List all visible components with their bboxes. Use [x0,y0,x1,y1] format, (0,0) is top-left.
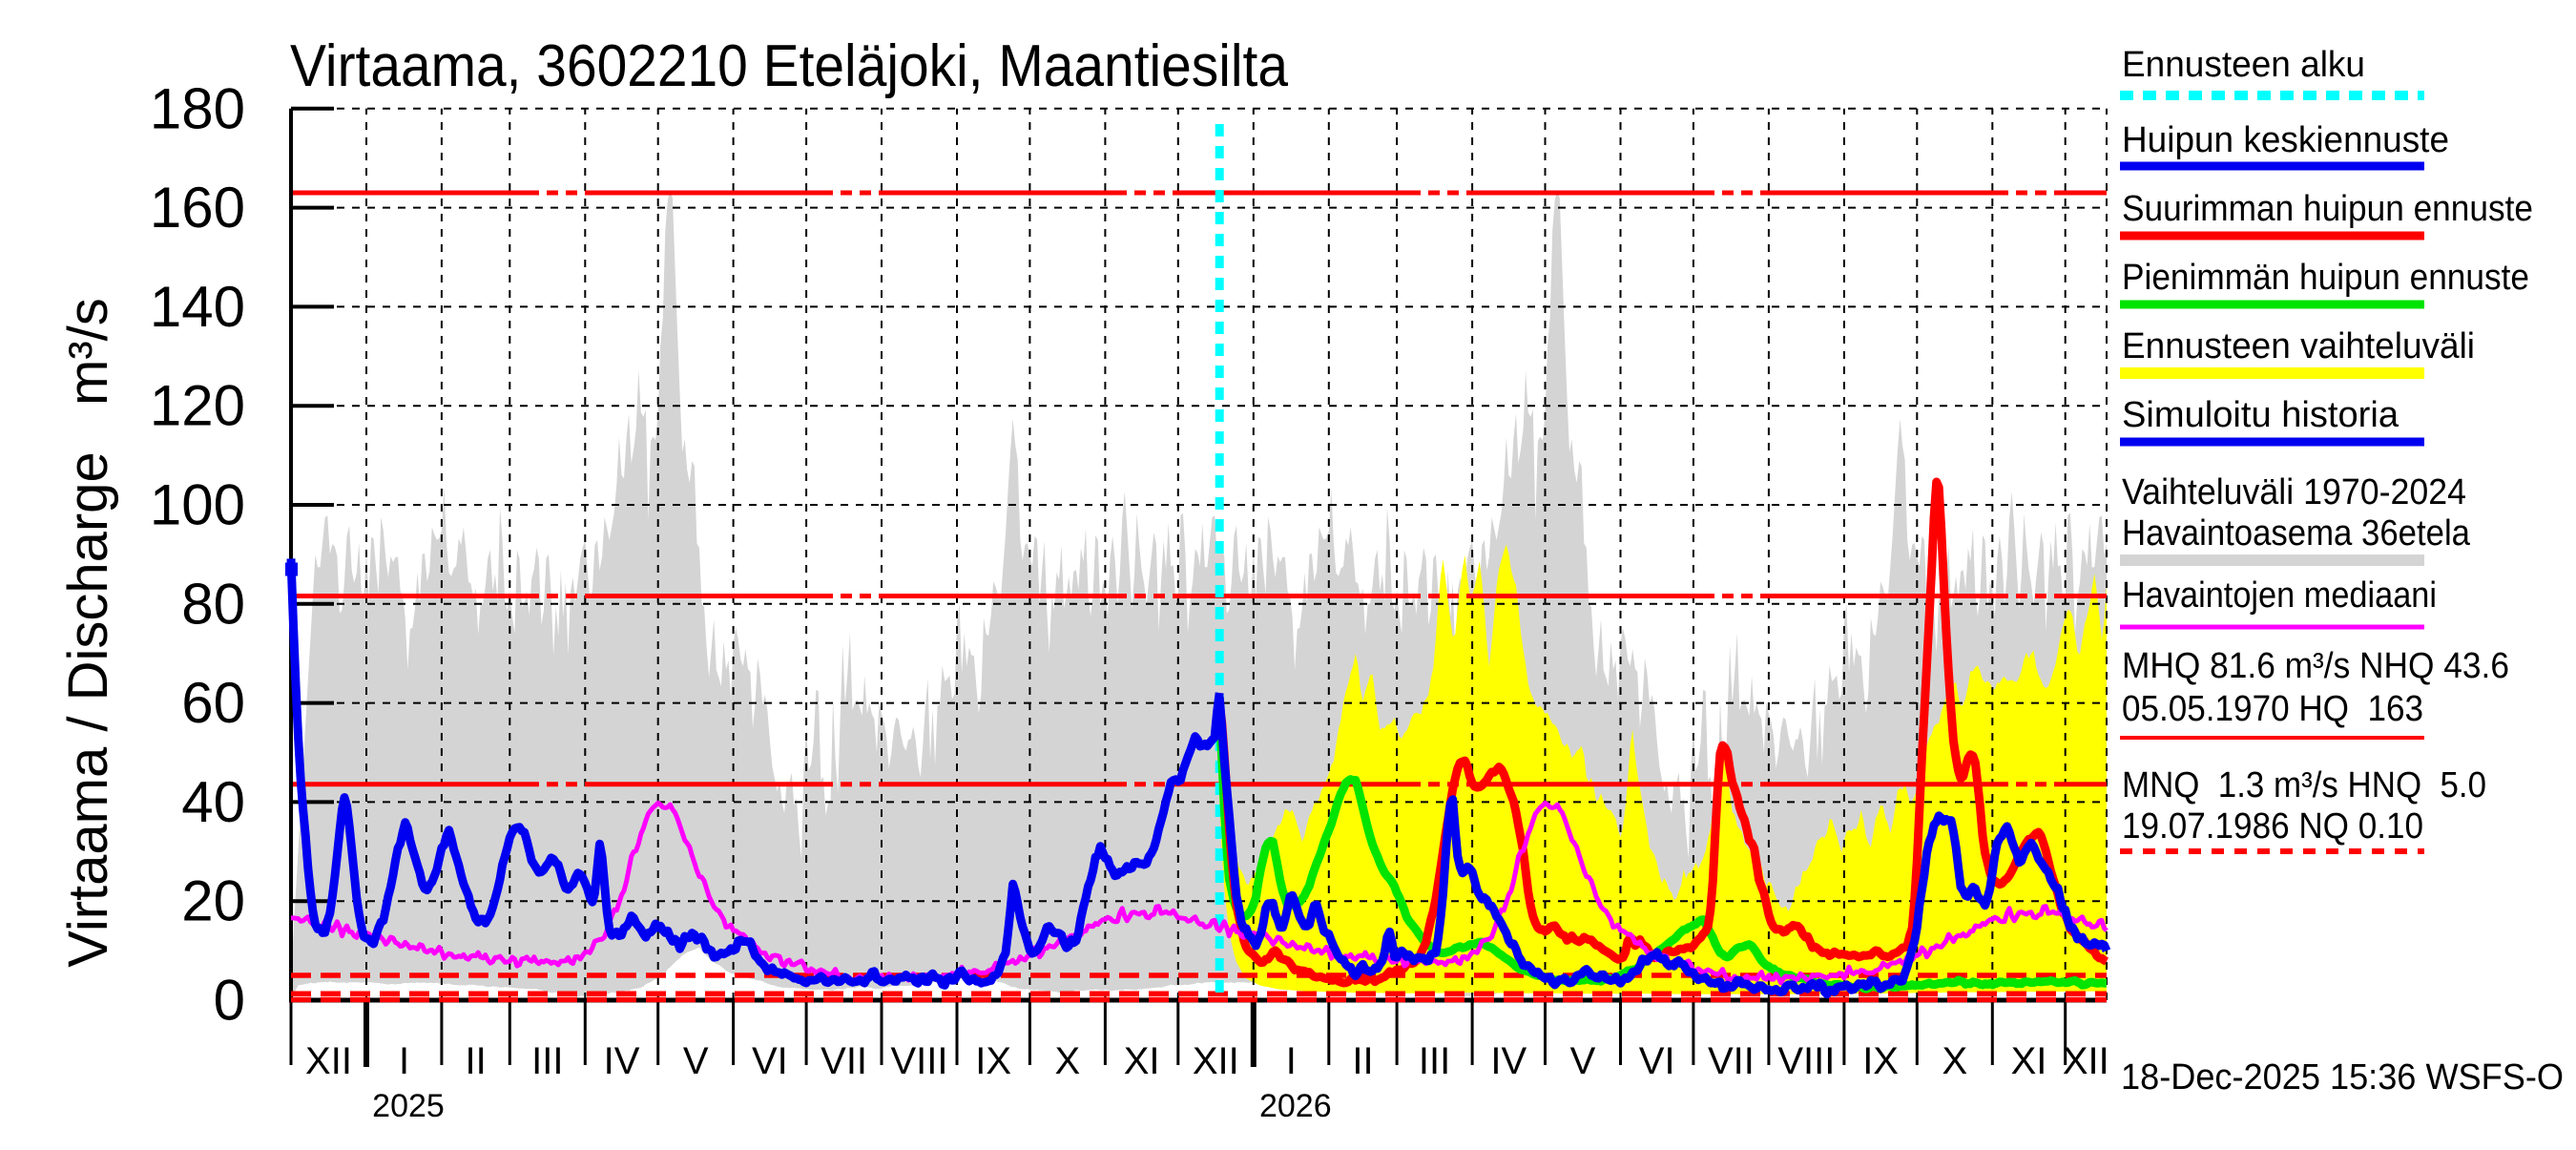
svg-text:MNQ 1.3 m³/s HNQ 5.0: MNQ 1.3 m³/s HNQ 5.0 [2122,765,2486,805]
svg-text:05.05.1970 HQ 163: 05.05.1970 HQ 163 [2122,689,2423,729]
svg-text:VIII: VIII [890,1040,947,1082]
svg-text:18-Dec-2025 15:36 WSFS-O: 18-Dec-2025 15:36 WSFS-O [2121,1057,2564,1098]
svg-text:IV: IV [1490,1040,1527,1082]
svg-text:IX: IX [975,1040,1011,1082]
svg-text:140: 140 [150,275,245,339]
svg-text:Virtaama / Discharge m³/s: Virtaama / Discharge m³/s [57,298,119,968]
svg-text:2026: 2026 [1259,1088,1332,1124]
svg-text:Suurimman huipun ennuste: Suurimman huipun ennuste [2122,189,2533,229]
svg-text:VIII: VIII [1777,1040,1835,1082]
svg-text:VII: VII [821,1040,867,1082]
svg-text:Pienimmän huipun ennuste: Pienimmän huipun ennuste [2122,258,2529,298]
svg-text:19.07.1986 NQ 0.10: 19.07.1986 NQ 0.10 [2122,806,2423,847]
svg-text:V: V [683,1040,709,1082]
svg-text:III: III [1419,1040,1450,1082]
svg-text:100: 100 [150,473,245,537]
svg-text:80: 80 [181,572,245,636]
svg-text:XI: XI [2011,1040,2047,1082]
svg-text:II: II [1352,1040,1373,1082]
svg-text:0: 0 [214,969,245,1033]
svg-text:120: 120 [150,374,245,438]
svg-text:2025: 2025 [372,1088,445,1124]
svg-text:180: 180 [150,76,245,140]
svg-text:XI: XI [1124,1040,1160,1082]
svg-text:Havaintoasema 36etela: Havaintoasema 36etela [2122,513,2471,554]
svg-text:I: I [1286,1040,1297,1082]
svg-text:Vaihteluväli 1970-2024: Vaihteluväli 1970-2024 [2122,472,2466,512]
svg-text:60: 60 [181,671,245,735]
svg-text:X: X [1942,1040,1967,1082]
svg-text:Huipun keskiennuste: Huipun keskiennuste [2122,120,2449,160]
svg-text:V: V [1570,1040,1596,1082]
svg-text:II: II [465,1040,486,1082]
svg-text:XII: XII [2063,1040,2109,1082]
svg-text:VII: VII [1708,1040,1755,1082]
svg-text:IV: IV [604,1040,640,1082]
svg-text:III: III [531,1040,563,1082]
svg-text:XII: XII [305,1040,352,1082]
svg-text:VI: VI [1639,1040,1675,1082]
svg-text:Ennusteen vaihteluväli: Ennusteen vaihteluväli [2122,326,2475,366]
svg-text:VI: VI [752,1040,788,1082]
svg-text:Havaintojen mediaani: Havaintojen mediaani [2122,575,2437,616]
svg-text:XII: XII [1193,1040,1239,1082]
svg-text:I: I [399,1040,409,1082]
svg-text:Simuloitu historia: Simuloitu historia [2122,395,2399,435]
svg-text:Virtaama, 3602210 Eteläjoki, M: Virtaama, 3602210 Eteläjoki, Maantiesilt… [290,33,1288,99]
svg-text:160: 160 [150,176,245,240]
svg-text:X: X [1055,1040,1081,1082]
svg-text:Ennusteen alku: Ennusteen alku [2122,45,2365,85]
svg-text:IX: IX [1862,1040,1899,1082]
svg-text:20: 20 [181,869,245,933]
svg-text:MHQ 81.6 m³/s NHQ 43.6: MHQ 81.6 m³/s NHQ 43.6 [2122,646,2509,686]
svg-text:40: 40 [181,770,245,834]
